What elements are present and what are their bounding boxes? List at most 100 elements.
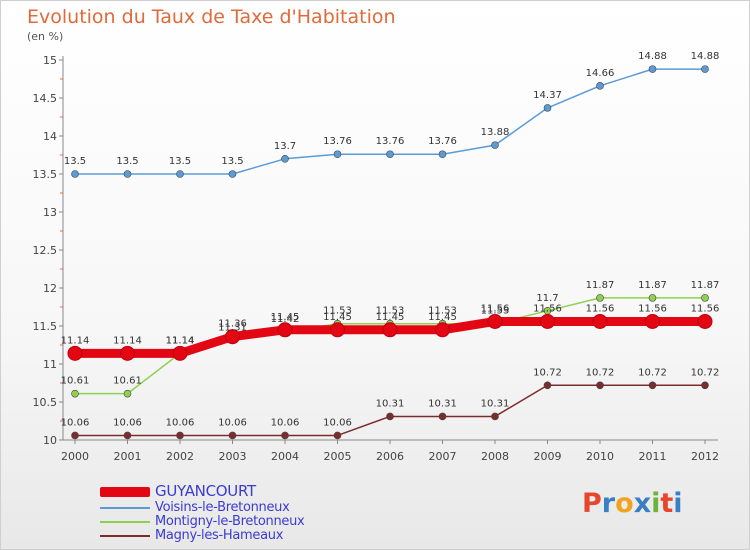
data-point: [596, 381, 604, 390]
data-label: 11.87: [586, 280, 615, 291]
logo-letter: t: [660, 488, 674, 519]
legend-swatch: [100, 521, 150, 523]
data-label: 13.76: [428, 136, 457, 147]
data-label: 10.61: [61, 376, 90, 387]
data-label: 10.06: [61, 417, 90, 428]
x-tick-label: 2006: [376, 450, 404, 463]
data-label: 11.56: [638, 303, 667, 314]
data-point: [596, 82, 604, 90]
data-label: 13.5: [64, 156, 86, 167]
data-point: [438, 412, 447, 421]
y-tick-label: 15: [43, 54, 57, 67]
data-label: 10.72: [691, 367, 720, 378]
x-tick-label: 2007: [429, 450, 457, 463]
data-point: [228, 170, 237, 178]
y-tick-label: 10: [43, 434, 57, 447]
data-label: 11.7: [536, 293, 558, 304]
data-point: [592, 313, 608, 329]
data-point: [386, 150, 394, 159]
data-point: [330, 322, 345, 338]
data-point: [491, 412, 499, 421]
data-label: 11.14: [113, 335, 142, 346]
data-label: 10.72: [533, 367, 562, 378]
proxiti-logo: Proxiti: [582, 488, 683, 519]
data-label: 11.14: [166, 335, 195, 346]
data-label: 13.5: [116, 156, 138, 167]
data-label: 13.5: [221, 156, 243, 167]
data-point: [277, 322, 293, 338]
y-tick-label: 14.5: [33, 92, 58, 105]
legend-swatch: [100, 535, 150, 537]
legend-label: Montigny-le-Bretonneux: [155, 514, 305, 529]
y-tick-label: 13: [43, 206, 57, 219]
legend-label: Magny-les-Hameaux: [155, 528, 284, 543]
data-label: 10.06: [323, 417, 352, 428]
data-point: [697, 313, 713, 329]
data-label: 14.88: [638, 51, 667, 62]
data-point: [71, 389, 79, 398]
y-tick-label: 10.5: [33, 396, 58, 409]
x-tick-label: 2011: [639, 450, 667, 463]
logo-letter: i: [673, 488, 683, 519]
data-label: 11.14: [166, 335, 195, 346]
data-point: [333, 150, 342, 159]
data-point: [123, 431, 132, 440]
legend-label: GUYANCOURT: [155, 482, 256, 500]
data-point: [540, 313, 555, 329]
data-point: [701, 65, 709, 73]
data-label: 11.56: [533, 303, 562, 314]
data-label: 11.45: [271, 312, 300, 323]
data-point: [172, 345, 188, 361]
data-point: [382, 322, 398, 338]
data-label: 11.42: [271, 314, 300, 325]
x-tick-label: 2009: [534, 450, 562, 463]
data-label: 11.14: [61, 335, 90, 346]
data-label: 11.53: [323, 306, 352, 317]
data-point: [648, 294, 657, 302]
logo-letter: o: [615, 488, 634, 519]
data-label: 10.06: [166, 417, 195, 428]
data-label: 13.76: [323, 136, 352, 147]
data-label: 11.87: [691, 280, 720, 291]
data-label: 11.53: [376, 306, 405, 317]
data-point: [225, 329, 240, 345]
x-tick-label: 2012: [691, 450, 719, 463]
data-label: 13.76: [376, 136, 405, 147]
y-tick-label: 14: [43, 130, 57, 143]
data-point: [645, 313, 660, 329]
data-label: 14.88: [691, 51, 720, 62]
data-point: [228, 431, 237, 440]
data-point: [701, 381, 709, 390]
data-label: 11.56: [691, 303, 720, 314]
data-point: [333, 431, 342, 440]
data-point: [281, 431, 289, 440]
legend-swatch: [100, 487, 150, 497]
legend-label: Voisins-le-Bretonneux: [155, 500, 290, 515]
data-label: 11.45: [428, 312, 457, 323]
data-point: [281, 155, 289, 163]
data-label: 10.06: [218, 417, 247, 428]
chart-subtitle: (en %): [27, 30, 64, 43]
data-label: 13.88: [481, 127, 510, 138]
data-label: 14.66: [586, 68, 615, 79]
x-tick-label: 2005: [324, 450, 352, 463]
data-point: [123, 170, 132, 178]
x-tick-label: 2000: [61, 450, 89, 463]
data-point: [701, 294, 709, 302]
data-label: 13.5: [169, 156, 191, 167]
y-tick-label: 12.5: [33, 244, 58, 257]
logo-letter: x: [633, 488, 652, 519]
data-label: 10.72: [638, 367, 667, 378]
data-point: [71, 170, 79, 178]
logo-letter: i: [651, 488, 661, 519]
data-point: [71, 431, 79, 440]
data-point: [648, 65, 657, 73]
data-point: [543, 104, 552, 112]
data-point: [123, 389, 132, 398]
x-tick-label: 2003: [219, 450, 247, 463]
y-tick-label: 11: [43, 358, 57, 371]
data-label: 11.31: [218, 322, 247, 333]
data-label: 11.45: [323, 312, 352, 323]
